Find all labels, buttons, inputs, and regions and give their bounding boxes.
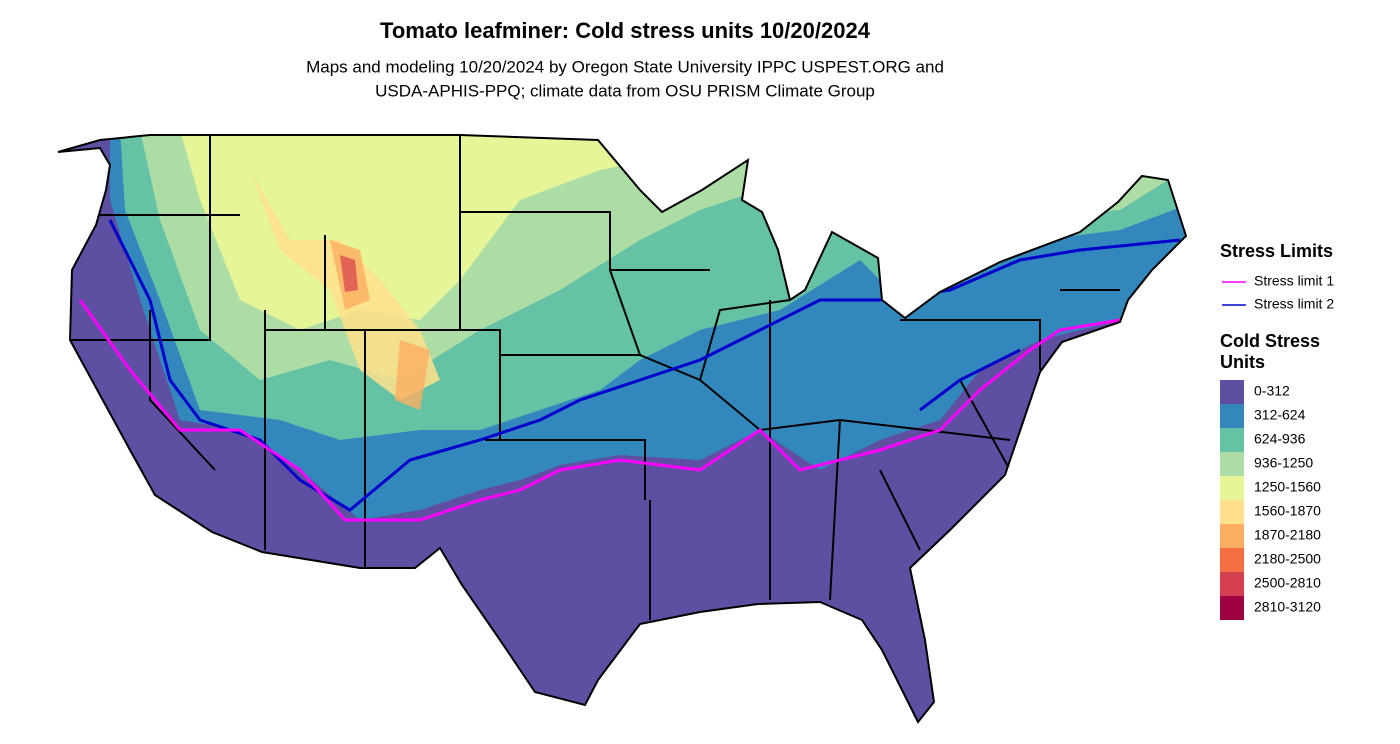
legend-label: 1870-2180: [1254, 527, 1321, 543]
legend-label: 936-1250: [1254, 455, 1313, 471]
map-area: [58, 135, 1186, 722]
legend-swatch: [1220, 596, 1244, 620]
legend-label: Stress limit 2: [1254, 296, 1334, 312]
legend-swatch: [1220, 404, 1244, 428]
legend-title: Cold Stress: [1220, 331, 1320, 351]
legend-title: Stress Limits: [1220, 241, 1333, 261]
map-subtitle: Maps and modeling 10/20/2024 by Oregon S…: [306, 57, 944, 76]
legend-swatch: [1220, 452, 1244, 476]
legend-label: 312-624: [1254, 407, 1306, 423]
legend-label: Stress limit 1: [1254, 273, 1334, 289]
legend-swatch: [1220, 548, 1244, 572]
map-subtitle: USDA-APHIS-PPQ; climate data from OSU PR…: [375, 81, 875, 100]
legend-swatch: [1220, 524, 1244, 548]
legend-label: 0-312: [1254, 383, 1290, 399]
legend-label: 2500-2810: [1254, 575, 1321, 591]
contour-line: [78, 299, 1121, 522]
legend: Stress limit 1 Stress limit 2 0-312 312-624…: [1220, 273, 1334, 620]
legend-swatch: [1220, 500, 1244, 524]
legend-swatch: [1220, 572, 1244, 596]
legend-label: 1250-1560: [1254, 479, 1321, 495]
region-fill: [340, 255, 358, 292]
legend-label: 2180-2500: [1254, 551, 1321, 567]
legend-swatch: [1220, 476, 1244, 500]
legend-label: 624-936: [1254, 431, 1306, 447]
state-borders: [70, 135, 1120, 620]
legend-swatch: [1220, 428, 1244, 452]
legend-label: 1560-1870: [1254, 503, 1321, 519]
legend-label: 2810-3120: [1254, 599, 1321, 615]
legend-swatch: [1220, 380, 1244, 404]
map-title: Tomato leafminer: Cold stress units 10/2…: [380, 18, 871, 43]
legend-title: Units: [1220, 352, 1265, 372]
